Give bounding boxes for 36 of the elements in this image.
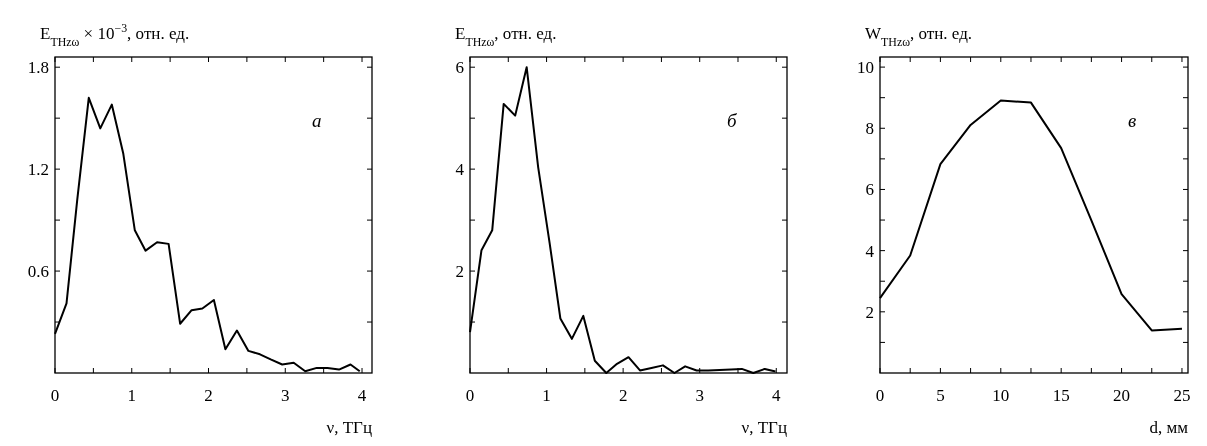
y-axis-title: E$_{THzω}$ × 10$^{−3}$, отн. ед. — [40, 21, 190, 49]
x-tick-label: 25 — [1173, 386, 1191, 405]
x-tick-label: 10 — [992, 386, 1010, 405]
x-tick-label: 4 — [357, 386, 367, 405]
x-tick-label: 0 — [50, 386, 60, 405]
x-tick-label: 3 — [695, 386, 704, 405]
y-tick-label: 4 — [865, 241, 875, 261]
y-tick-label: 1.2 — [27, 160, 49, 180]
annotation: б — [727, 110, 738, 131]
y-axis-title: E$_{THzω}$, отн. ед. — [455, 24, 557, 49]
annotation: в — [1128, 110, 1137, 131]
x-tick-label: 5 — [936, 386, 945, 405]
x-tick-label: 0 — [465, 386, 475, 405]
x-tick-label: 15 — [1052, 386, 1070, 405]
y-tick-label: 6 — [455, 58, 464, 78]
x-tick-label: 4 — [772, 386, 782, 405]
x-axis-title: ν, ТГц — [326, 418, 372, 437]
y-tick-label: 6 — [865, 180, 874, 200]
y-tick-label: 1.8 — [27, 58, 49, 78]
y-tick-label: 2 — [865, 302, 874, 322]
x-axis-title: ν, ТГц — [741, 418, 787, 437]
y-tick-label: 2 — [455, 262, 464, 282]
x-tick-label: 2 — [618, 386, 628, 405]
x-tick-label: 3 — [281, 386, 290, 405]
x-tick-label: 0 — [875, 386, 885, 405]
x-tick-label: 20 — [1113, 386, 1131, 405]
x-tick-label: 2 — [204, 386, 213, 405]
y-tick-label: 4 — [455, 160, 465, 180]
y-tick-label: 0.6 — [27, 262, 49, 282]
y-tick-label: 8 — [865, 119, 874, 139]
x-tick-label: 1 — [127, 386, 137, 405]
y-axis-title: W$_{THzω}$, отн. ед. — [865, 24, 973, 49]
x-tick-label: 1 — [542, 386, 551, 405]
y-tick-label: 10 — [857, 58, 874, 78]
annotation: а — [312, 110, 322, 131]
x-axis-title: d, мм — [1149, 418, 1189, 437]
